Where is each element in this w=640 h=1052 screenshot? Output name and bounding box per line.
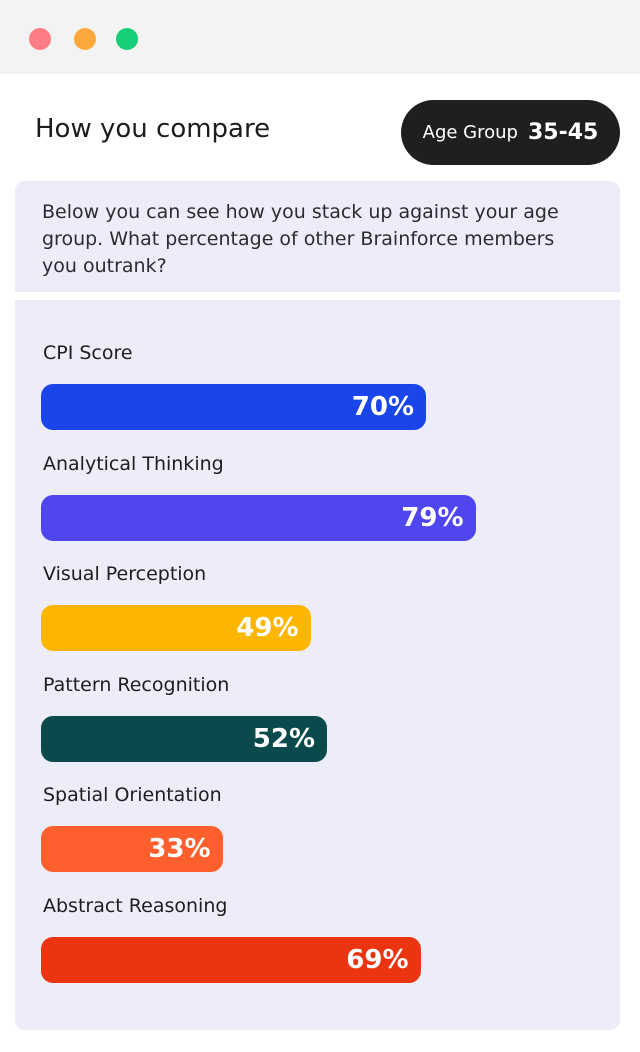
category-label: Analytical Thinking <box>43 452 224 475</box>
bar: 49% <box>41 605 311 651</box>
maximize-dot[interactable] <box>116 28 138 50</box>
bar: 70% <box>41 384 426 430</box>
close-dot[interactable] <box>29 28 51 50</box>
category-label: Visual Perception <box>43 563 207 585</box>
description-panel: Below you can see how you stack up again… <box>15 181 620 292</box>
title: How you compare <box>35 114 271 144</box>
window-bar <box>0 0 640 74</box>
category-label: Spatial Orientation <box>43 784 222 806</box>
badge-label: Age Group <box>422 122 518 143</box>
bar: 69% <box>41 936 421 983</box>
category-label: Abstract Reasoning <box>43 894 228 917</box>
bar: 52% <box>41 715 327 762</box>
age-group-badge[interactable]: Age Group 35-45 <box>401 100 620 165</box>
badge-value: 35-45 <box>527 120 599 145</box>
bar: 33% <box>41 826 223 872</box>
chart-panel: CPI Score 70% Analytical Thinking 79% Visual… <box>15 300 620 1030</box>
bar: 79% <box>41 494 476 541</box>
value-label: 70% <box>351 392 414 422</box>
value-label: 52% <box>252 723 315 754</box>
minimize-dot[interactable] <box>74 28 96 50</box>
category-label: Pattern Recognition <box>43 673 230 696</box>
value-label: 69% <box>346 944 409 975</box>
description: Below you can see how you stack up again… <box>42 201 559 277</box>
value-label: 33% <box>148 834 211 864</box>
value-label: 49% <box>236 613 299 643</box>
category-label: CPI Score <box>43 342 133 364</box>
value-label: 79% <box>401 502 464 533</box>
